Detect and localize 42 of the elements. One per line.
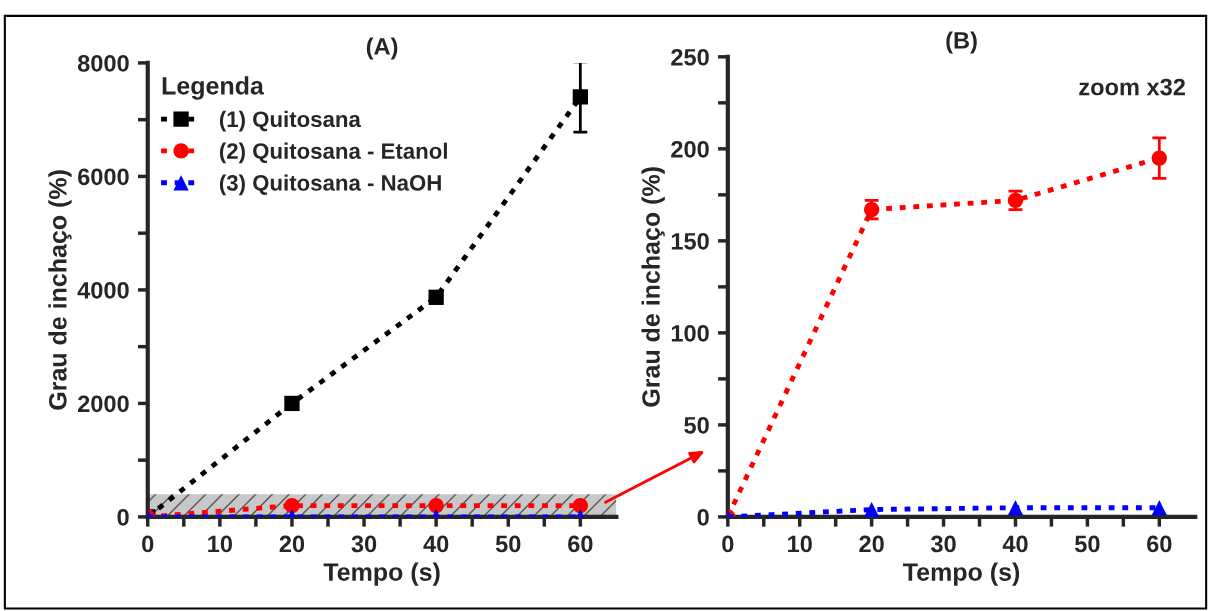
x-tick-label: 30 (351, 535, 377, 553)
point (428, 497, 444, 514)
x-tick-label: 40 (423, 535, 449, 553)
point (572, 497, 588, 514)
legend-title: Legenda (162, 76, 265, 100)
point (284, 497, 300, 514)
x-tick-label: 10 (788, 535, 812, 553)
chart-title: (A) (366, 37, 398, 60)
y-tick-label: 150 (671, 232, 709, 250)
x-tick-label: 50 (1074, 535, 1100, 553)
y-tick-label: 250 (671, 48, 709, 66)
y-axis-title: Grau de inchaço (%) (48, 170, 72, 410)
x-tick-label: 20 (279, 535, 305, 553)
y-tick-label: 200 (671, 140, 709, 158)
x-tick-label: 50 (495, 535, 521, 553)
x-tick-label: 30 (930, 535, 956, 553)
y-tick-label: 6000 (78, 168, 129, 186)
x-tick-label: 60 (1147, 535, 1172, 553)
x-tick-label: 0 (722, 535, 734, 553)
y-tick-label: 2000 (77, 395, 129, 413)
point (1007, 500, 1024, 516)
x-tick-label: 60 (568, 535, 593, 553)
y-axis-title: Grau de inchaço (%) (641, 167, 665, 407)
x-axis-title: Tempo (s) (903, 562, 1020, 586)
legend-label: (3) Quitosana - NaOH (219, 174, 441, 196)
y-tick-label: 100 (671, 324, 709, 342)
legend-label: (1) Quitosana (219, 110, 361, 132)
x-axis-title: Tempo (s) (323, 562, 440, 586)
x-tick-label: 0 (142, 535, 154, 553)
x-tick-label: 10 (208, 535, 233, 553)
x-tick-label: 20 (859, 535, 884, 553)
point (864, 501, 880, 517)
point (1151, 500, 1167, 516)
y-tick-label: 50 (684, 416, 709, 434)
legend-label: (2) Quitosana - Etanol (219, 142, 447, 164)
annotation: zoom x32 (1079, 78, 1185, 96)
y-tick-label: 4000 (77, 281, 129, 299)
x-tick-label: 40 (1002, 535, 1028, 553)
y-tick-label: 0 (697, 508, 709, 526)
y-tick-label: 0 (117, 508, 129, 526)
chart-title: (B) (946, 31, 977, 54)
y-tick-label: 8000 (77, 55, 129, 72)
